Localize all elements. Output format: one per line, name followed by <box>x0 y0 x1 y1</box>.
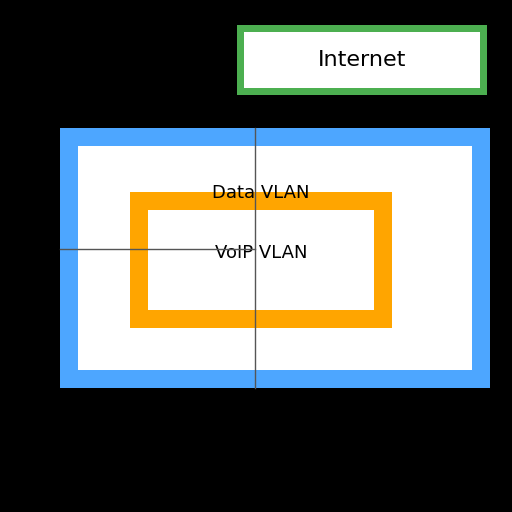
Text: Data VLAN: Data VLAN <box>212 184 310 202</box>
Bar <box>60 128 490 388</box>
Bar <box>237 25 487 95</box>
Bar <box>148 210 374 310</box>
Bar <box>244 32 480 88</box>
Text: Internet: Internet <box>318 50 406 70</box>
Bar <box>78 146 472 370</box>
Text: VoIP VLAN: VoIP VLAN <box>215 244 307 262</box>
Bar <box>130 192 392 328</box>
